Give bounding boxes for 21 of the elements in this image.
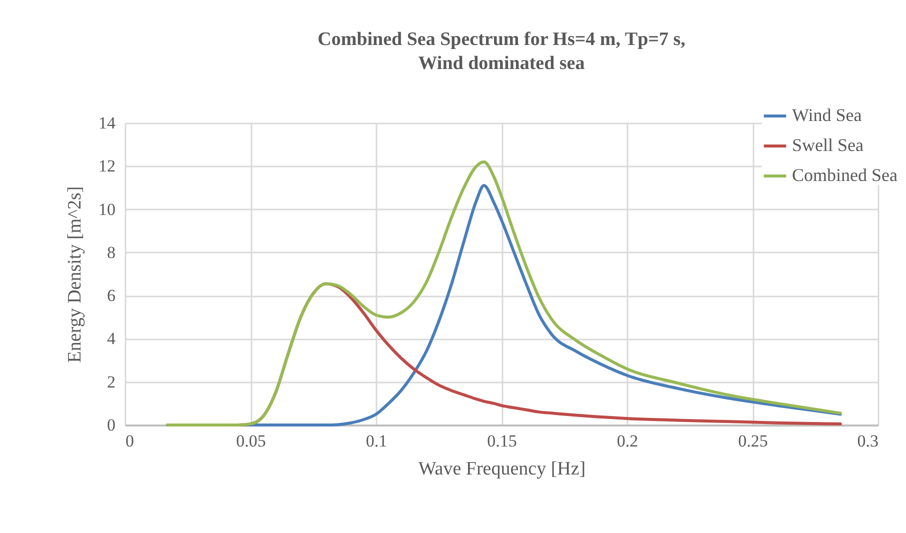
y-tick-label: 6: [107, 286, 116, 306]
x-tick-label: 0.15: [487, 432, 517, 450]
y-tick-label: 0: [107, 416, 116, 434]
x-tick-label: 0.05: [236, 432, 266, 450]
y-tick-label: 4: [107, 329, 116, 348]
y-tick-label: 2: [107, 372, 116, 392]
y-tick-label: 8: [107, 242, 116, 262]
legend-label: Combined Sea: [792, 165, 898, 185]
y-tick-label: 14: [98, 114, 116, 132]
y-tick-label: 12: [98, 156, 116, 176]
x-tick-label: 0.3: [857, 432, 878, 450]
y-axis-title: Energy Density [m^2s]: [64, 186, 86, 363]
legend-label: Wind Sea: [792, 105, 862, 125]
x-tick-label: 0.25: [738, 432, 768, 450]
x-tick-label: 0: [126, 432, 134, 450]
x-axis-title: Wave Frequency [Hz]: [418, 458, 586, 480]
x-tick-label: 0.2: [616, 432, 638, 450]
chart-title: Combined Sea Spectrum for Hs=4 m, Tp=7 s, Wind dominated sea: [318, 29, 686, 74]
y-tick-label: 10: [98, 200, 116, 219]
legend-label: Swell Sea: [792, 135, 864, 155]
x-tick-label: 0.1: [366, 432, 388, 450]
